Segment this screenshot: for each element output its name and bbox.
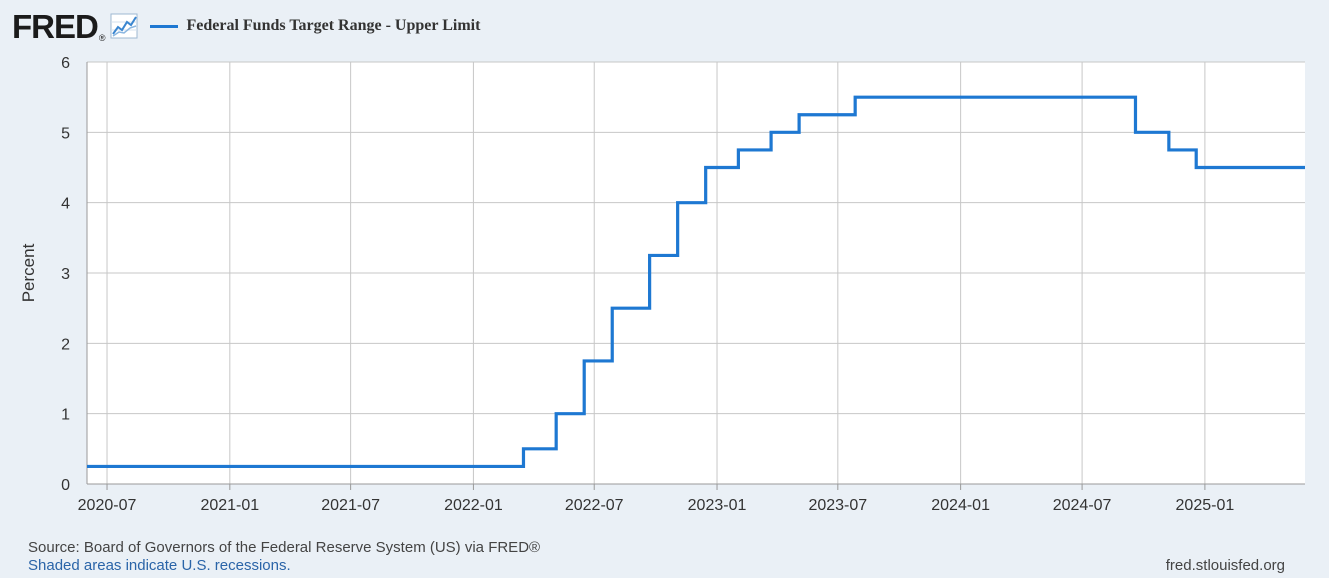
plot-area: 0 1 2 3 4 5 6 2020-07 2021-01 2021-07 2022-01 2022-… xyxy=(61,55,1305,514)
x-tick-label: 2022-01 xyxy=(444,497,503,514)
fred-url[interactable]: fred.stlouisfed.org xyxy=(1165,557,1285,574)
y-tick-label: 5 xyxy=(61,125,70,142)
y-tick-label: 3 xyxy=(61,266,70,283)
line-graph-icon[interactable] xyxy=(110,13,138,39)
y-tick-label: 6 xyxy=(61,55,70,72)
x-tick-label: 2025-01 xyxy=(1176,497,1235,514)
recession-note[interactable]: Shaded areas indicate U.S. recessions. xyxy=(28,557,291,574)
source-note: Source: Board of Governors of the Federa… xyxy=(28,539,541,556)
y-tick-label: 1 xyxy=(61,407,70,424)
fred-logo-text: FRED xyxy=(12,7,99,45)
fred-logo-reg: ® xyxy=(98,32,106,43)
y-axis-label: Percent xyxy=(19,243,38,302)
x-tick-label: 2021-01 xyxy=(200,497,259,514)
fred-logo[interactable]: FRED® xyxy=(12,7,106,45)
x-tick-label: 2024-01 xyxy=(931,497,990,514)
x-tick-label: 2023-07 xyxy=(808,497,867,514)
legend-series-label[interactable]: Federal Funds Target Range - Upper Limit xyxy=(186,17,481,34)
x-tick-label: 2023-01 xyxy=(688,497,747,514)
chart-header: FRED® Federal Funds Target Range - Upper… xyxy=(12,8,480,44)
y-tick-label: 0 xyxy=(61,477,70,494)
y-tick-label: 4 xyxy=(61,196,70,213)
x-tick-label: 2022-07 xyxy=(565,497,624,514)
x-tick-label: 2024-07 xyxy=(1053,497,1112,514)
series-line[interactable] xyxy=(87,95,1305,469)
x-tick-label: 2021-07 xyxy=(321,497,380,514)
y-tick-label: 2 xyxy=(61,336,70,353)
legend-swatch xyxy=(150,24,179,28)
x-tick-label: 2020-07 xyxy=(78,497,137,514)
